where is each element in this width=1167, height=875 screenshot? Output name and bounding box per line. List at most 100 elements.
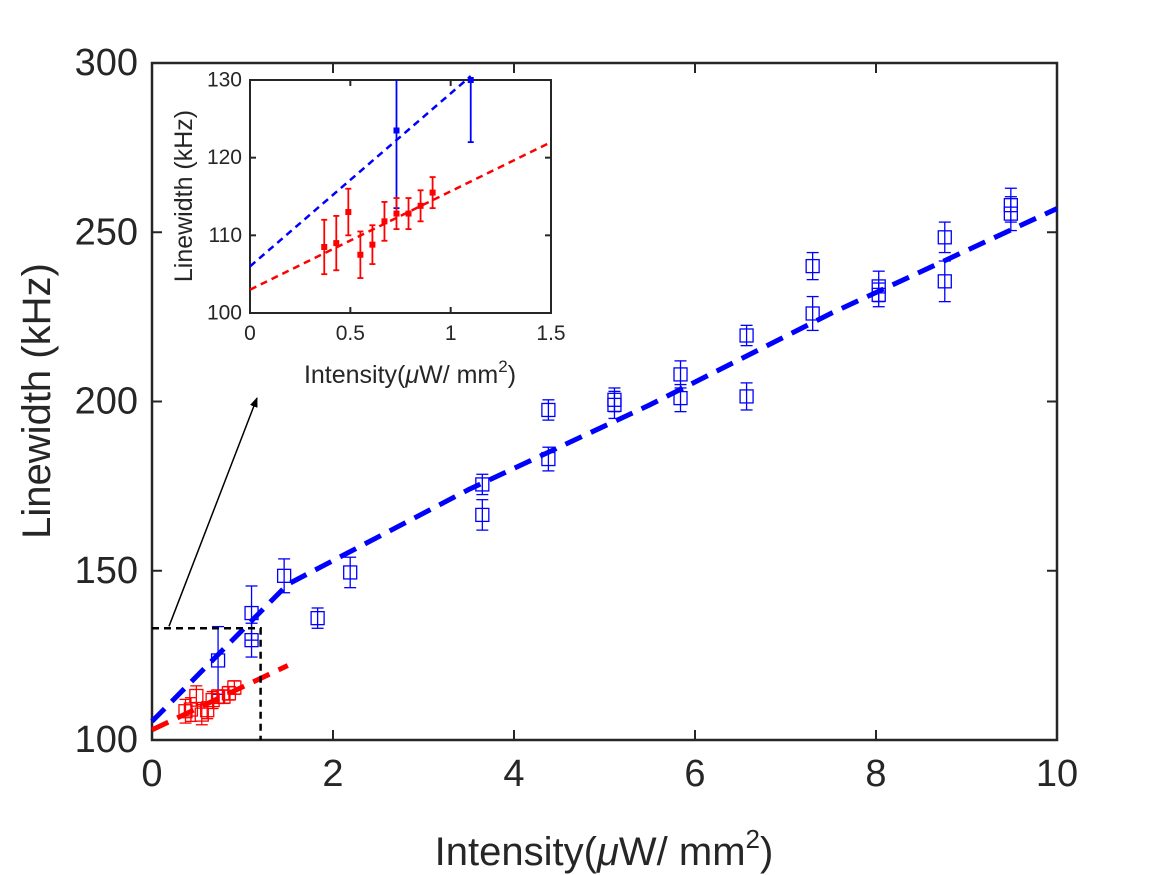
blue-data-point-marker <box>673 367 688 382</box>
inset-x-tick-label: 0 <box>244 322 256 345</box>
blue-data-point-marker <box>310 610 325 626</box>
blue-data-point-marker <box>937 230 952 245</box>
blue-data-point-marker <box>276 568 292 583</box>
inset-red-data-point <box>357 230 364 279</box>
blue-data-point-marker <box>673 390 688 406</box>
red-data-point-marker <box>178 704 193 719</box>
inset-blue-data-point <box>467 77 474 144</box>
x-label-mid: W/ mm <box>619 830 746 874</box>
inset-x-tick-label: 0.5 <box>336 322 365 345</box>
blue-data-point <box>739 324 754 347</box>
blue-data-point-marker <box>937 274 952 289</box>
blue-data-point <box>475 473 490 496</box>
blue-data-point-marker <box>805 306 820 321</box>
inset-y-tick-label: 100 <box>207 302 242 325</box>
red-fit-line <box>150 663 289 733</box>
main-x-tick-label: 6 <box>684 753 705 795</box>
main-y-axis-label: Linewidth (kHz) <box>15 263 59 539</box>
blue-data-point <box>343 556 358 589</box>
inset-data-points <box>321 77 474 279</box>
inset-fit-lines <box>249 75 552 291</box>
x-label-suffix: ) <box>760 830 773 874</box>
main-y-tick-label: 250 <box>75 211 138 253</box>
blue-data-point-marker <box>244 605 259 621</box>
blue-data-point-marker <box>541 451 556 467</box>
inset-red-data-point-marker <box>333 240 340 247</box>
blue-data-point <box>805 295 820 332</box>
main-data-points <box>178 187 1018 726</box>
inset-y-tick-label: 120 <box>207 146 242 169</box>
blue-data-point <box>541 446 556 472</box>
inset-x-label-prefix: Intensity( <box>304 361 406 389</box>
inset-red-data-point <box>369 224 376 265</box>
inset-red-data-point <box>405 197 412 231</box>
inset-red-data-point-marker <box>369 241 376 248</box>
inset-y-tick-label: 130 <box>207 69 242 92</box>
blue-data-point <box>937 221 952 254</box>
blue-data-point <box>475 499 490 531</box>
blue-data-point <box>244 585 259 641</box>
blue-data-point-marker <box>475 477 490 492</box>
inset-x-label-sup: 2 <box>498 357 507 376</box>
red-data-point-marker <box>200 703 215 718</box>
inset-red-fit-line <box>249 141 552 291</box>
blue-data-point-marker <box>871 279 886 294</box>
inset-red-data-point <box>393 197 400 231</box>
blue-data-point <box>739 382 754 411</box>
blue-data-point <box>937 260 952 303</box>
blue-data-point <box>805 251 820 281</box>
main-x-tick-label: 4 <box>503 753 524 795</box>
blue-data-point-marker <box>343 565 358 580</box>
main-y-tick-label: 100 <box>75 719 138 761</box>
blue-data-point-marker <box>805 258 820 274</box>
x-label-sup: 2 <box>746 824 760 854</box>
inset-red-data-point <box>429 176 436 210</box>
inset-red-data-point <box>345 187 352 237</box>
main-x-ticks: 0 2 4 6 8 10 <box>141 63 1078 795</box>
blue-data-point <box>276 558 292 594</box>
main-x-axis-label: Intensity(μW/ mm2) <box>435 824 774 874</box>
inset-red-data-point-marker <box>429 189 436 196</box>
inset-x-label-mid: W/ mm <box>419 361 498 389</box>
red-data-point-marker <box>189 688 204 704</box>
inset-blue-data-point-marker <box>467 77 474 83</box>
blue-data-point <box>310 607 325 629</box>
inset-red-data-point <box>417 189 424 223</box>
main-fit-lines <box>150 206 1059 733</box>
x-label-mu: μ <box>596 830 619 874</box>
red-data-point <box>227 680 242 695</box>
main-y-tick-label: 150 <box>75 550 138 592</box>
inset-x-axis-label: Intensity(μW/ mm2) <box>304 357 516 389</box>
blue-data-point-marker <box>739 328 754 343</box>
zoom-arrow <box>168 397 258 627</box>
zoom-box <box>152 397 262 740</box>
inset-x-tick-label: 1.5 <box>536 322 565 345</box>
inset-blue-data-point-marker <box>393 127 400 134</box>
inset-x-label-mu: μ <box>404 361 419 389</box>
inset-x-ticks: 0 0.5 1 1.5 <box>244 80 566 345</box>
inset-red-data-point-marker <box>381 218 388 225</box>
inset-axes-box <box>249 79 552 314</box>
main-y-ticks: 100 150 200 250 300 <box>75 42 1057 761</box>
red-data-point <box>194 703 209 726</box>
main-y-tick-label: 300 <box>75 42 138 84</box>
inset-y-tick-label: 110 <box>209 224 242 247</box>
blue-data-point <box>607 387 622 413</box>
red-data-point-marker <box>221 686 237 701</box>
blue-data-point <box>673 383 688 413</box>
blue-data-point-marker <box>1003 198 1018 213</box>
blue-fit-line <box>150 206 1059 724</box>
inset-red-data-point <box>333 215 340 272</box>
inset-x-tick-label: 1 <box>445 322 457 345</box>
inset-red-data-point-marker <box>357 251 364 258</box>
blue-data-point-marker <box>210 653 226 668</box>
inset-red-data-point-marker <box>393 210 400 217</box>
main-x-tick-label: 8 <box>865 753 886 795</box>
main-x-tick-label: 10 <box>1036 753 1078 795</box>
inset-blue-fit-line <box>249 75 472 268</box>
inset-red-data-point-marker <box>345 209 352 216</box>
red-data-point-marker <box>216 689 231 704</box>
x-label-prefix: Intensity( <box>435 830 598 874</box>
blue-data-point-marker <box>739 389 754 404</box>
